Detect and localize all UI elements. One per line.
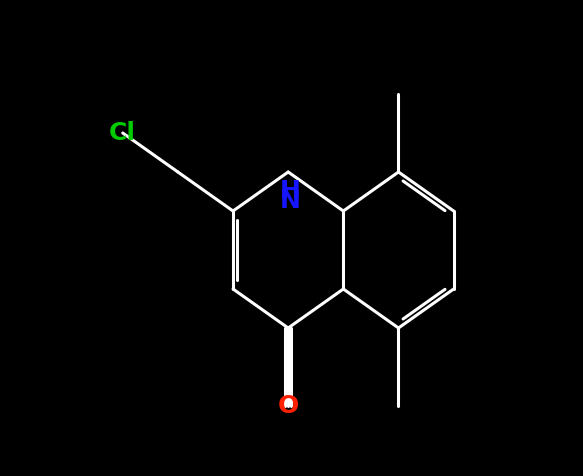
Text: O: O bbox=[278, 394, 299, 418]
Text: N: N bbox=[280, 188, 301, 213]
Text: H: H bbox=[280, 179, 301, 203]
Text: Cl: Cl bbox=[109, 121, 136, 145]
